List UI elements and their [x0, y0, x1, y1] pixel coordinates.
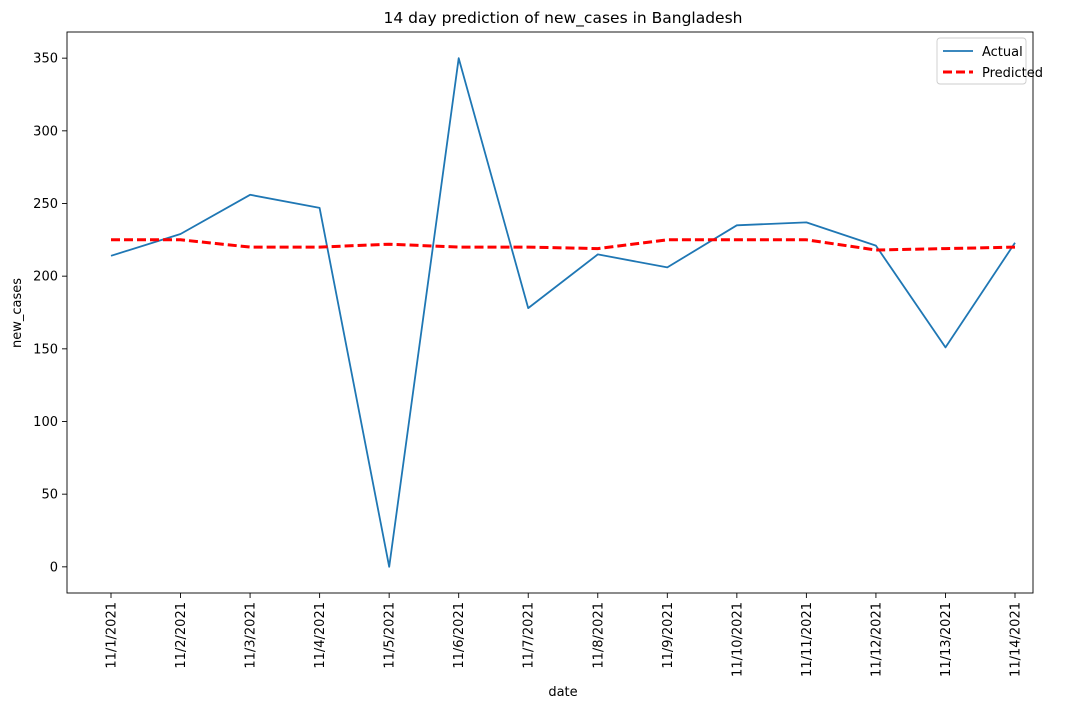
legend: Actual Predicted [936, 37, 1043, 85]
legend-label-predicted: Predicted [982, 66, 1043, 81]
series-line-actual [110, 57, 1016, 568]
x-tick-label: 11/4/2021 [313, 602, 328, 669]
x-tick-label: 11/11/2021 [800, 602, 815, 677]
y-tick-label: 300 [33, 124, 58, 139]
x-tick-label: 11/13/2021 [939, 602, 954, 677]
plot-frame [66, 31, 1034, 594]
x-tick-label: 11/9/2021 [661, 602, 676, 669]
y-axis-title: new_cases [10, 278, 25, 348]
y-tick-label: 350 [33, 52, 58, 67]
y-tick-label: 200 [33, 270, 58, 285]
x-tick-label: 11/10/2021 [730, 602, 745, 677]
x-tick-label: 11/2/2021 [174, 602, 189, 669]
legend-label-actual: Actual [982, 45, 1023, 60]
y-tick-label: 250 [33, 197, 58, 212]
x-tick-label: 11/5/2021 [383, 602, 398, 669]
chart-title: 14 day prediction of new_cases in Bangla… [384, 9, 743, 28]
x-tick-label: 11/12/2021 [869, 602, 884, 677]
y-tick-label: 150 [33, 342, 58, 357]
plot-area: 0 50 100 150 200 250 300 350 11/1/2021 11/2/2021 1… [33, 52, 1023, 677]
x-tick-label: 11/14/2021 [1009, 602, 1024, 677]
series-line-predicted [111, 238, 1016, 252]
y-tick-label: 0 [50, 560, 58, 575]
x-axis-title: date [548, 685, 577, 700]
x-tick-label: 11/3/2021 [244, 602, 259, 669]
y-tick-label: 100 [33, 415, 58, 430]
x-tick-label: 11/6/2021 [452, 602, 467, 669]
y-tick-label: 50 [41, 488, 58, 503]
x-tick-label: 11/7/2021 [522, 602, 537, 669]
x-tick-label: 11/1/2021 [105, 602, 120, 669]
x-tick-label: 11/8/2021 [591, 602, 606, 669]
